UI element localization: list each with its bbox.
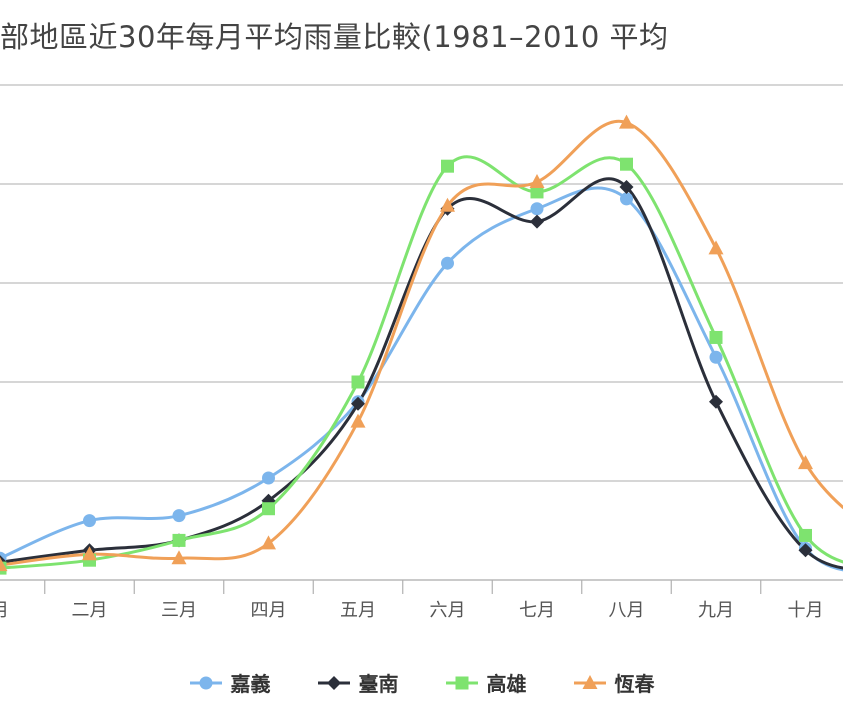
x-tick-label: 五月 — [340, 600, 376, 621]
legend-symbol — [573, 674, 606, 689]
data-point-1-9 — [798, 543, 813, 558]
legend-symbol — [189, 676, 222, 689]
legend-label: 恆春 — [614, 672, 655, 696]
legend-marker — [582, 674, 597, 689]
data-point-2-5 — [441, 159, 454, 173]
data-point-3-6 — [529, 174, 545, 189]
data-point-3-1 — [82, 546, 97, 561]
x-tick-label: 三月 — [161, 600, 197, 621]
data-point-3-9 — [798, 455, 813, 470]
series-lines — [0, 119, 843, 572]
legend-item[interactable]: 嘉義 — [189, 668, 271, 697]
x-tick-label: 十月 — [788, 600, 824, 621]
data-point-2-4 — [351, 375, 365, 389]
data-point-3-3 — [261, 535, 276, 550]
x-tick-label: 月 — [0, 600, 9, 621]
data-point-0-8 — [709, 350, 723, 364]
legend-marker — [326, 675, 341, 690]
x-tick-label: 四月 — [251, 600, 287, 621]
series-markers — [0, 114, 813, 575]
data-point-0-6 — [530, 202, 544, 216]
legend-label: 嘉義 — [230, 672, 271, 696]
x-axis: 月 二月 三月 四月 五月 六月 七月 八月 九月 十月 — [0, 580, 824, 621]
data-point-0-1 — [83, 514, 96, 528]
legend-marker — [199, 676, 212, 689]
data-point-2-3 — [262, 502, 275, 516]
data-point-2-7 — [620, 157, 633, 171]
legend-item[interactable]: 高雄 — [445, 668, 527, 697]
legend-marker — [455, 676, 468, 689]
grid-lines — [0, 84, 843, 581]
data-point-2-9 — [799, 528, 812, 542]
x-tick-label: 六月 — [430, 600, 466, 621]
data-point-3-2 — [171, 550, 187, 565]
legend: 嘉義 臺南 高雄 恆春 — [0, 668, 843, 697]
data-point-0-5 — [441, 256, 454, 270]
data-point-2-8 — [709, 330, 723, 344]
x-tick-label: 二月 — [72, 600, 108, 621]
data-point-3-0 — [0, 557, 8, 572]
x-tick-label: 八月 — [609, 600, 645, 621]
data-point-3-7 — [619, 114, 634, 129]
x-tick-label: 九月 — [698, 600, 734, 621]
data-point-0-7 — [620, 192, 633, 206]
legend-item[interactable]: 恆春 — [573, 668, 655, 697]
legend-label: 臺南 — [358, 672, 399, 696]
line-chart: 月 二月 三月 四月 五月 六月 七月 八月 九月 十月 — [0, 84, 843, 621]
data-point-0-2 — [172, 509, 186, 523]
data-point-3-5 — [440, 197, 455, 212]
data-point-2-2 — [172, 533, 186, 547]
data-point-3-8 — [708, 240, 724, 255]
data-point-0-3 — [262, 471, 275, 485]
series-line-1 — [0, 177, 843, 570]
data-point-1-8 — [709, 394, 723, 409]
data-point-2-6 — [530, 185, 544, 199]
chart-title: 部地區近30年每月平均雨量比較(1981–2010 平均 — [0, 20, 669, 54]
legend-symbol — [445, 676, 478, 689]
data-point-1-4 — [351, 396, 365, 411]
legend-label: 高雄 — [486, 672, 527, 696]
legend-symbol — [317, 675, 350, 690]
legend-item[interactable]: 臺南 — [317, 668, 399, 697]
x-tick-label: 七月 — [519, 600, 555, 621]
data-point-3-4 — [350, 413, 366, 428]
data-point-1-6 — [530, 214, 544, 229]
data-point-1-7 — [619, 179, 634, 194]
